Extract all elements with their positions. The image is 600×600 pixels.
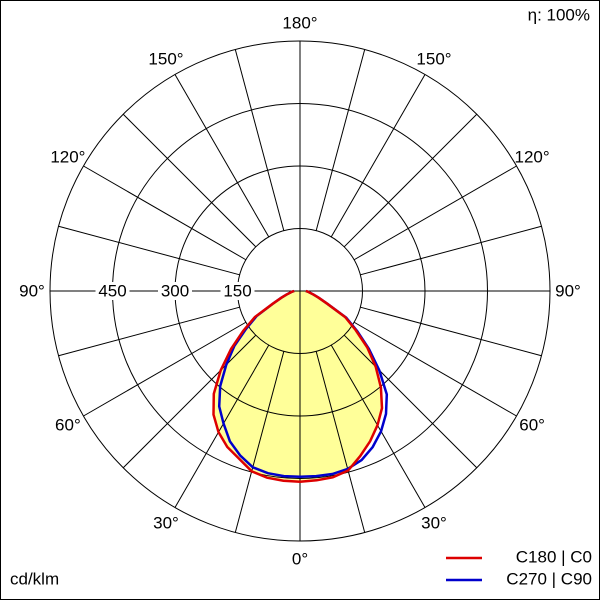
angle-label: 30°: [421, 514, 447, 533]
radial-label-bg: [158, 282, 192, 300]
radial-label: 300: [161, 281, 189, 300]
spoke: [315, 351, 366, 533]
spoke: [58, 306, 240, 357]
spoke: [174, 74, 270, 238]
spoke: [330, 74, 426, 238]
spoke: [234, 351, 285, 533]
angle-label: 90°: [555, 281, 581, 300]
unit-label: cd/klm: [10, 569, 59, 588]
radial-label: 150: [223, 281, 251, 300]
legend-label: C270 | C90: [506, 569, 592, 588]
spoke: [353, 165, 517, 261]
angle-label: 120°: [515, 147, 550, 166]
spoke: [360, 225, 542, 276]
angle-label: 120°: [50, 147, 85, 166]
radial-label: 450: [98, 281, 126, 300]
angle-label: 150°: [416, 49, 451, 68]
angle-label: 60°: [519, 415, 545, 434]
angle-label: 60°: [55, 415, 81, 434]
spoke: [360, 306, 542, 357]
spoke: [353, 321, 517, 417]
angle-label: 150°: [148, 49, 183, 68]
efficiency-label: η: 100%: [528, 5, 590, 24]
radial-label-bg: [220, 282, 255, 300]
spoke: [234, 49, 285, 231]
spoke: [58, 225, 240, 276]
spoke: [122, 113, 257, 248]
spoke: [83, 321, 247, 417]
angle-label: 90°: [19, 281, 45, 300]
angle-label: 180°: [282, 13, 317, 32]
legend-label: C180 | C0: [516, 547, 592, 566]
spoke: [343, 113, 478, 248]
spoke: [343, 334, 478, 469]
angle-label: 0°: [292, 549, 308, 568]
radial-label-bg: [95, 282, 130, 300]
angle-label: 30°: [153, 514, 179, 533]
spoke: [122, 334, 257, 469]
spoke: [83, 165, 247, 261]
spoke: [174, 344, 270, 508]
intensity-curve: [212, 289, 384, 484]
spoke: [315, 49, 366, 231]
